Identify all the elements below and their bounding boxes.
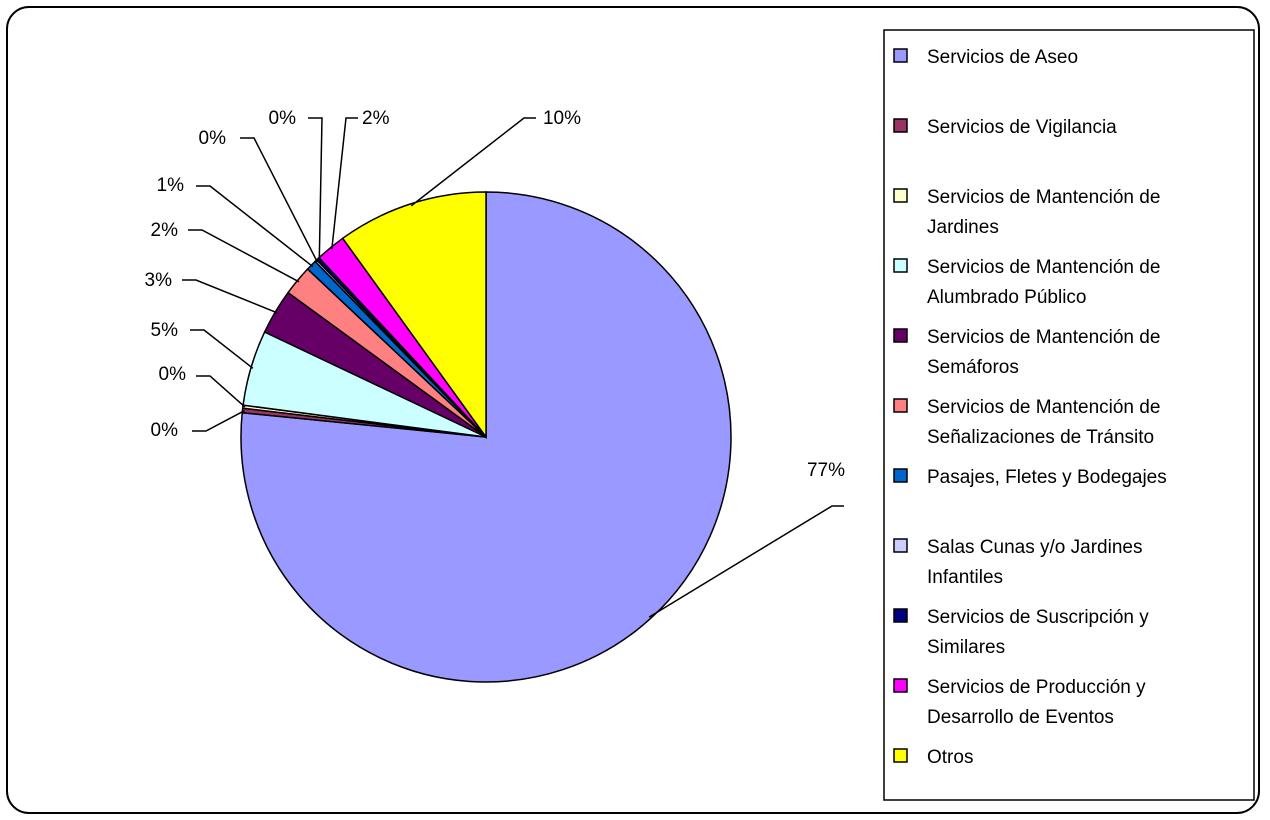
legend-item-servicios-de-vigilancia: Servicios de Vigilancia — [893, 117, 1117, 138]
legend-label: Infantiles — [927, 567, 1003, 588]
legend-item-otros: Otros — [893, 747, 973, 768]
leader-line-servicios-de-suscripcion-y-similares — [308, 117, 323, 261]
leader-line-pasajes-fletes-y-bodegajes — [196, 185, 314, 268]
legend-item-servicios-de-aseo: Servicios de Aseo — [893, 47, 1078, 68]
pie-leader-lines — [182, 117, 844, 618]
legend-item-servicios-de-mantencion-de-semaforos: Servicios de Mantención de Semáforos — [893, 327, 1160, 378]
leader-line-servicios-de-vigilancia — [192, 410, 245, 432]
legend-swatch — [893, 118, 908, 133]
legend-label: Desarrollo de Eventos — [927, 707, 1114, 728]
legend-item-servicios-de-produccion-y-desarrollo-de-eventos: Servicios de Producción y Desarrollo de E… — [893, 677, 1146, 728]
legend-swatch — [893, 188, 908, 203]
pie-slice-otros — [341, 191, 487, 440]
legend-label: Servicios de Mantención de — [927, 187, 1160, 208]
legend-label: Servicios de Mantención de — [927, 257, 1160, 278]
legend-swatch — [893, 748, 908, 763]
legend-label: Jardines — [927, 217, 999, 238]
legend-swatch — [893, 538, 908, 553]
legend-label: Similares — [927, 637, 1005, 658]
leader-line-servicios-de-aseo — [648, 505, 844, 618]
legend-swatch — [893, 468, 908, 483]
legend-item-salas-cunas-y-o-jardines-infantiles: Salas Cunas y/o Jardines Infantiles — [893, 537, 1142, 588]
legend-label: Servicios de Aseo — [927, 47, 1078, 68]
legend-item-servicios-de-suscripcion-y-similares: Servicios de Suscripción y Similares — [893, 607, 1149, 658]
legend-item-servicios-de-mantencion-de-alumbrado-publico: Servicios de Mantención de Alumbrado Públ… — [893, 257, 1160, 308]
legend-box — [883, 29, 1255, 801]
legend: Servicios de Aseo Servicios de Vigilancia… — [893, 47, 1167, 768]
data-label-servicios-de-vigilancia: 0% — [151, 420, 179, 441]
legend-label: Servicios de Suscripción y — [927, 607, 1149, 628]
data-label-servicios-de-aseo: 77% — [807, 460, 845, 481]
pie-slice-servicios-de-aseo — [240, 191, 732, 683]
leader-line-servicios-de-mantencion-de-alumbrado-publico — [190, 329, 254, 369]
legend-swatch — [893, 678, 908, 693]
legend-swatch — [893, 258, 908, 273]
legend-swatch — [893, 398, 908, 413]
data-label-servicios-de-produccion-y-desarrollo-de-eventos: 2% — [362, 108, 390, 129]
data-label-servicios-de-suscripcion-y-similares: 0% — [269, 108, 297, 129]
legend-swatch — [893, 48, 908, 63]
pie-chart: 77% 0% 0% 5% 3% 2% 1% 0% 0% 2% 10% Servicios de As… — [6, 6, 1260, 814]
data-label-servicios-de-mantencion-de-jardines: 0% — [159, 364, 187, 385]
legend-label: Servicios de Mantención de — [927, 327, 1160, 348]
data-label-servicios-de-mantencion-de-semaforos: 3% — [145, 270, 173, 291]
data-label-servicios-de-mantencion-de-senalizaciones-de-transito: 2% — [151, 220, 179, 241]
data-label-otros: 10% — [543, 108, 581, 129]
legend-item-pasajes-fletes-y-bodegajes: Pasajes, Fletes y Bodegajes — [893, 467, 1167, 488]
leader-line-servicios-de-mantencion-de-jardines — [196, 375, 246, 408]
legend-swatch — [893, 328, 908, 343]
leader-line-servicios-de-produccion-y-desarrollo-de-eventos — [331, 117, 358, 250]
legend-label: Semáforos — [927, 357, 1019, 378]
chart-frame: 77% 0% 0% 5% 3% 2% 1% 0% 0% 2% 10% Servicios de As… — [6, 6, 1260, 814]
data-label-servicios-de-mantencion-de-alumbrado-publico: 5% — [151, 320, 179, 341]
data-label-pasajes-fletes-y-bodegajes: 1% — [157, 175, 185, 196]
legend-label: Servicios de Mantención de — [927, 397, 1160, 418]
legend-label: Alumbrado Público — [927, 287, 1086, 308]
legend-label: Señalizaciones de Tránsito — [927, 427, 1154, 448]
pie-slices — [240, 191, 732, 683]
legend-item-servicios-de-mantencion-de-senalizaciones-de-transito: Servicios de Mantención de Señalizaciones… — [893, 397, 1160, 448]
leader-line-salas-cunas-y-o-jardines-infantiles — [240, 137, 319, 263]
legend-label: Pasajes, Fletes y Bodegajes — [927, 467, 1167, 488]
leader-line-servicios-de-mantencion-de-senalizaciones-de-transito — [188, 229, 300, 283]
legend-label: Otros — [927, 747, 973, 768]
legend-swatch — [893, 608, 908, 623]
leader-line-otros — [410, 117, 536, 207]
legend-label: Servicios de Producción y — [927, 677, 1146, 698]
legend-label: Servicios de Vigilancia — [927, 117, 1117, 138]
leader-line-servicios-de-mantencion-de-semaforos — [182, 279, 278, 314]
legend-item-servicios-de-mantencion-de-jardines: Servicios de Mantención de Jardines — [893, 187, 1160, 238]
data-label-salas-cunas-y-o-jardines-infantiles: 0% — [199, 128, 227, 149]
pie-labels: 77% 0% 0% 5% 3% 2% 1% 0% 0% 2% 10% — [145, 108, 846, 481]
legend-label: Salas Cunas y/o Jardines — [927, 537, 1142, 558]
